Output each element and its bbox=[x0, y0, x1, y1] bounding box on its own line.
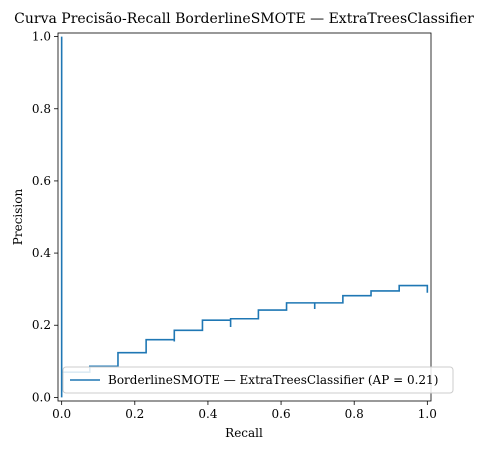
legend: BorderlineSMOTE — ExtraTreesClassifier (… bbox=[62, 366, 454, 394]
x-axis: 0.0 0.2 0.4 0.6 0.8 1.0 bbox=[52, 401, 437, 421]
y-tick-label: 0.8 bbox=[32, 102, 51, 116]
y-tick-label: 0.4 bbox=[32, 246, 51, 260]
x-axis-label: Recall bbox=[225, 426, 263, 440]
legend-box bbox=[62, 366, 454, 394]
y-tick-label: 1.0 bbox=[32, 30, 51, 44]
y-axis: 0.0 0.2 0.4 0.6 0.8 1.0 bbox=[32, 30, 58, 404]
x-tick-label: 0.4 bbox=[198, 407, 217, 421]
y-tick-label: 0.0 bbox=[32, 390, 51, 404]
y-tick-label: 0.2 bbox=[32, 318, 51, 332]
x-tick-label: 0.2 bbox=[125, 407, 144, 421]
x-tick-label: 0.6 bbox=[272, 407, 291, 421]
x-tick-label: 0.8 bbox=[345, 407, 364, 421]
y-tick-label: 0.6 bbox=[32, 174, 51, 188]
pr-curve-line bbox=[60, 36, 429, 398]
y-axis-label: Precision bbox=[11, 189, 25, 246]
legend-label: BorderlineSMOTE — ExtraTreesClassifier (… bbox=[108, 373, 438, 387]
chart-title: Curva Precisão-Recall BorderlineSMOTE — … bbox=[14, 11, 474, 27]
x-tick-label: 0.0 bbox=[52, 407, 71, 421]
plot-frame bbox=[57, 32, 432, 402]
x-tick-label: 1.0 bbox=[418, 407, 437, 421]
series-layer bbox=[60, 36, 429, 398]
